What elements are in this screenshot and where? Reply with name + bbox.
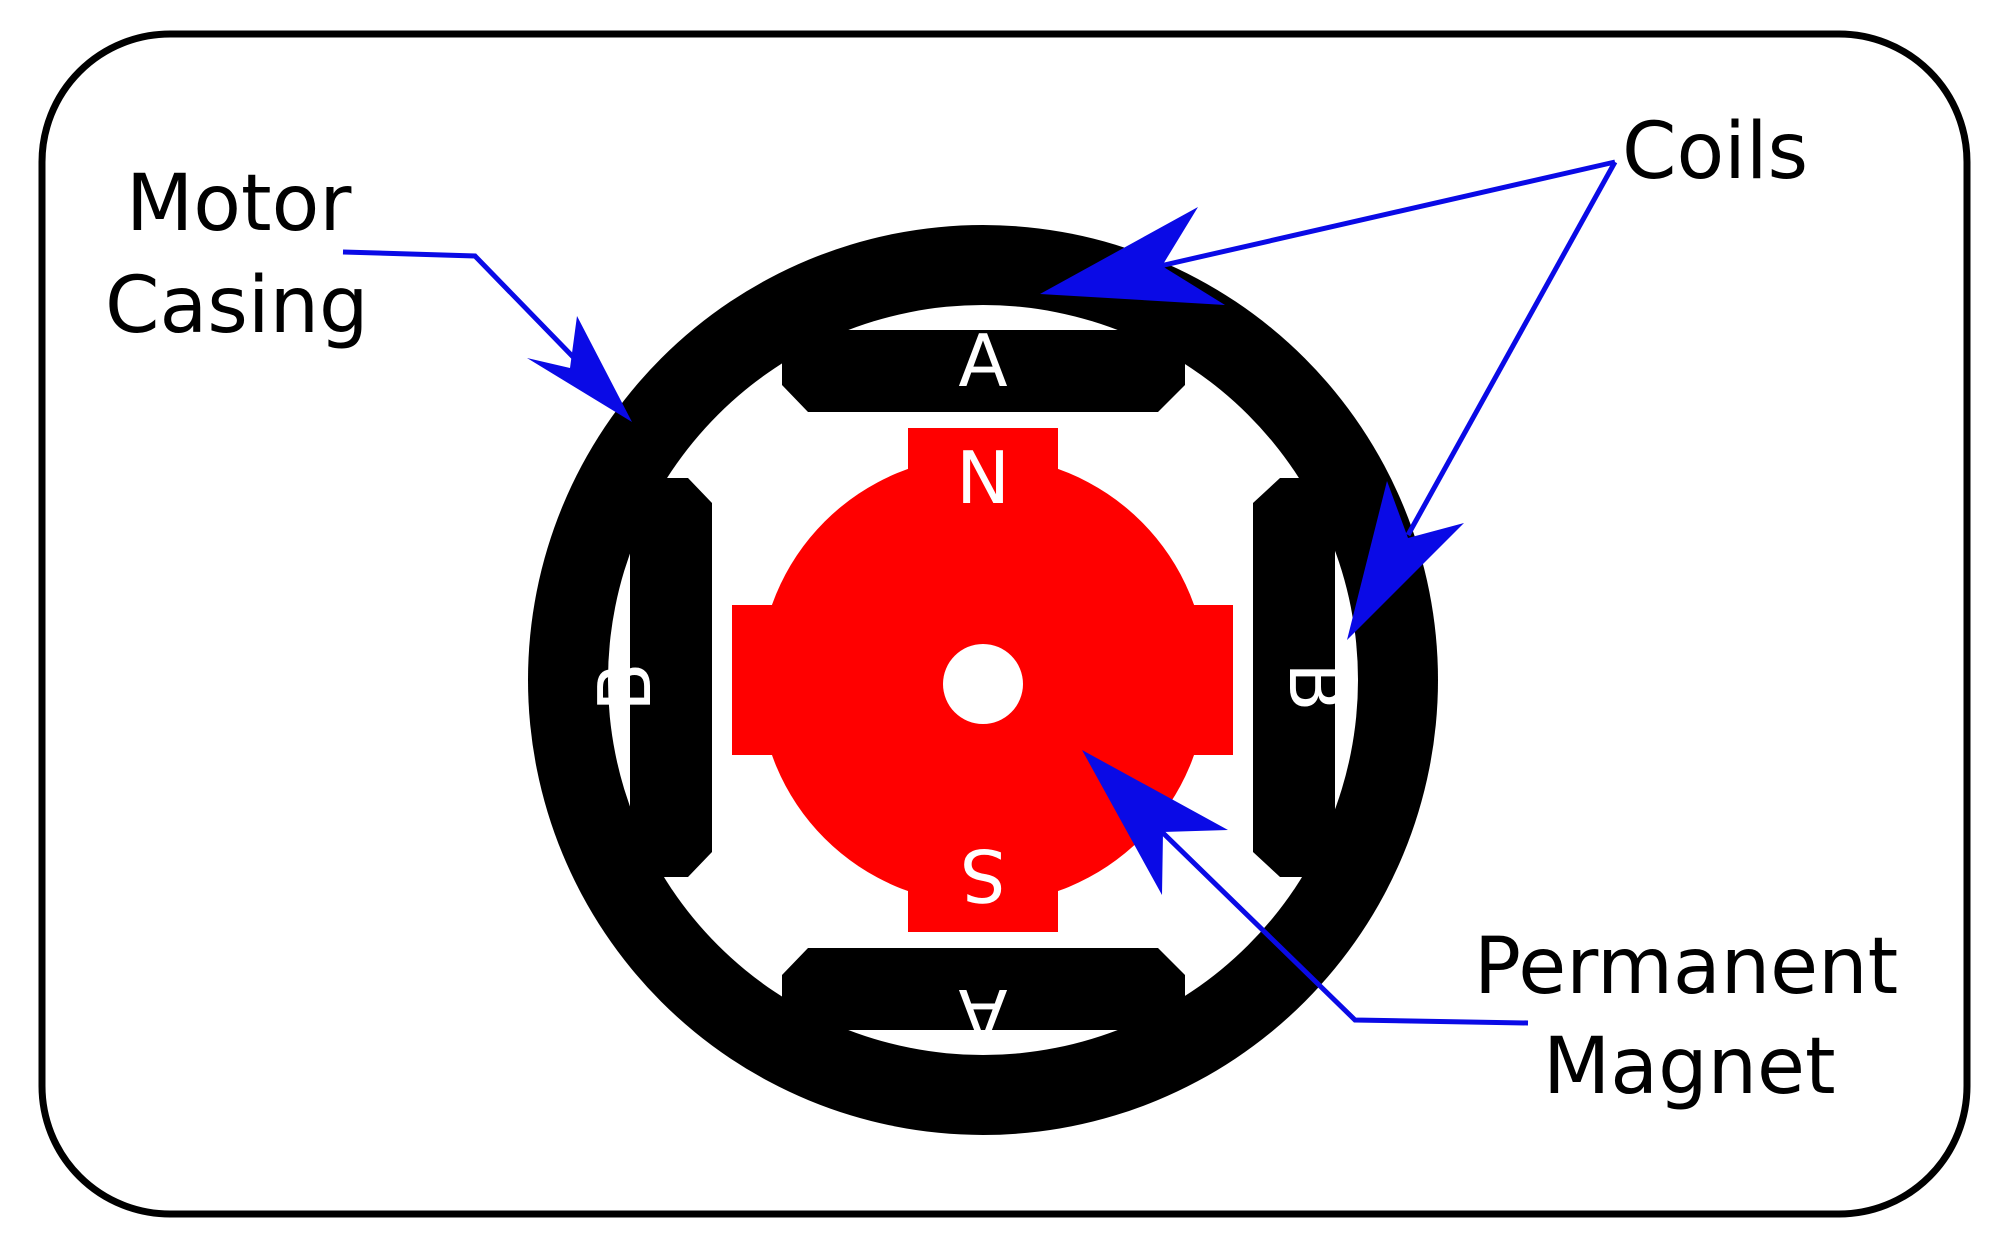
label-permanent-magnet-line2: Magnet	[1543, 1022, 1836, 1112]
rotor-tooth-bottom	[908, 842, 1058, 932]
arrow-motor-casing	[342, 249, 632, 422]
label-coils: Coils	[1622, 107, 1808, 197]
coil-bottom-label: A	[958, 973, 1007, 1057]
rotor-tooth-top	[908, 428, 1058, 518]
arrow-coils-top	[1040, 159, 1616, 305]
coil-right-label: B	[1273, 662, 1357, 711]
arrow-coils-right	[1347, 160, 1618, 640]
rotor-tooth-right	[1143, 605, 1233, 755]
arrow-permanent-magnet	[1082, 750, 1529, 1026]
coil-top-label: A	[958, 319, 1007, 403]
coil-bottom-a	[782, 948, 1185, 1030]
pole-south-label: S	[960, 833, 1006, 917]
coil-left-label: B	[583, 662, 667, 711]
coil-top-a	[782, 330, 1185, 412]
label-motor-casing-line1: Motor	[126, 159, 352, 249]
rotor-tooth-left	[732, 605, 822, 755]
coil-right-b	[1253, 478, 1335, 877]
pole-north-label: N	[956, 436, 1010, 520]
label-motor-casing-line2: Casing	[105, 261, 369, 351]
label-permanent-magnet-line1: Permanent	[1474, 922, 1898, 1012]
coil-left-b	[630, 478, 712, 877]
rotor-shaft-hole	[943, 644, 1023, 724]
